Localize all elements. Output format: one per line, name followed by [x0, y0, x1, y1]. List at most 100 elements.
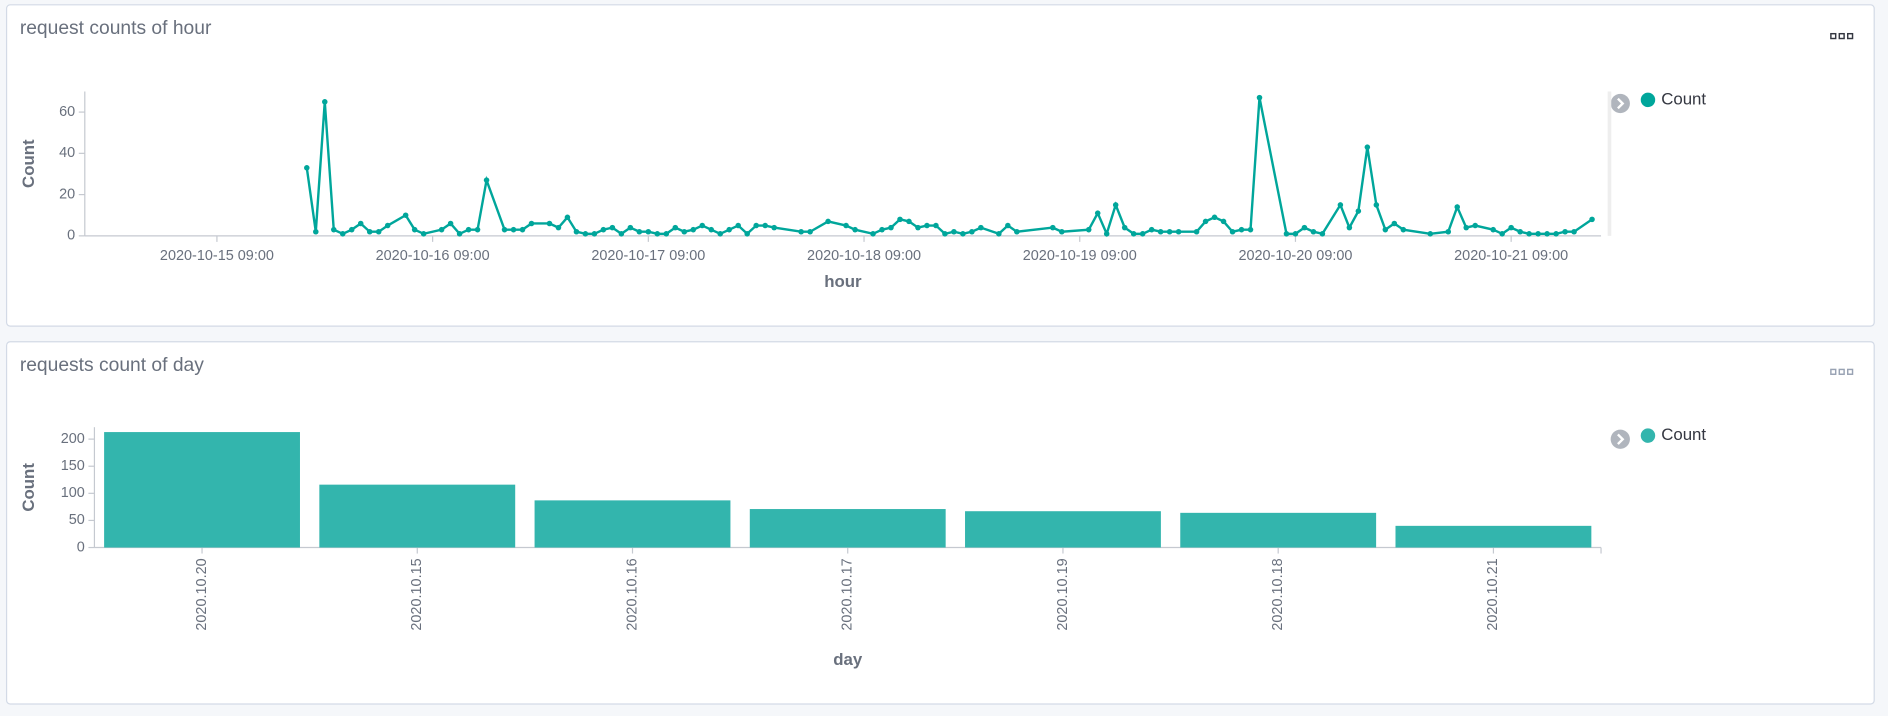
panel — [5, 4, 1875, 327]
bar — [1180, 512, 1377, 548]
data-point — [951, 228, 957, 235]
data-point — [474, 226, 481, 233]
data-point — [1355, 208, 1362, 214]
data-point — [519, 226, 526, 233]
y-tick-label: 0 — [77, 539, 85, 555]
data-point — [681, 228, 688, 235]
data-point — [618, 231, 625, 237]
x-tick-label: 2020-10-20 09:00 — [1238, 248, 1352, 264]
data-point — [339, 231, 346, 237]
x-tick-label: 2020-10-19 09:00 — [1023, 248, 1137, 264]
data-point — [672, 224, 679, 231]
data-point — [483, 177, 490, 183]
data-point — [933, 222, 939, 229]
data-point — [960, 231, 966, 237]
data-point — [798, 228, 804, 235]
data-point — [636, 228, 643, 235]
data-point — [879, 226, 885, 233]
data-point — [888, 224, 894, 231]
data-point — [322, 99, 328, 105]
data-point — [942, 231, 948, 237]
data-point — [555, 224, 562, 231]
data-point — [708, 226, 715, 233]
panel-menu[interactable] — [1830, 32, 1854, 40]
x-tick-label: 2020-10-18 09:00 — [807, 248, 921, 264]
data-point — [1121, 224, 1128, 231]
bar — [749, 509, 946, 548]
data-point — [1535, 231, 1541, 237]
y-tick-label: 150 — [61, 458, 85, 474]
data-point — [1562, 228, 1568, 235]
data-point — [1373, 202, 1380, 208]
data-point — [924, 222, 930, 229]
data-point — [1310, 228, 1317, 235]
data-point — [304, 165, 310, 171]
data-point — [735, 222, 741, 229]
panel-menu[interactable] — [1830, 368, 1854, 375]
data-point — [897, 216, 903, 223]
data-point — [1508, 224, 1514, 231]
data-point — [1463, 224, 1469, 231]
data-point — [1427, 231, 1434, 237]
legend-toggle[interactable] — [1610, 93, 1630, 114]
data-point — [1346, 224, 1353, 231]
data-point — [1490, 226, 1496, 233]
data-point — [1553, 231, 1559, 237]
data-point — [1112, 202, 1119, 208]
data-point — [1050, 224, 1056, 231]
data-point — [1517, 228, 1523, 235]
x-tick-label: 2020.10.20 — [194, 558, 210, 630]
data-point — [771, 224, 777, 231]
data-point — [1157, 228, 1164, 235]
bar — [1395, 525, 1592, 548]
data-point — [1544, 231, 1550, 237]
data-point — [726, 226, 732, 233]
data-point — [582, 231, 589, 237]
data-point — [1319, 231, 1326, 237]
data-point — [1139, 231, 1146, 237]
data-point — [357, 220, 364, 227]
y-tick-label: 40 — [59, 145, 75, 161]
data-point — [915, 224, 921, 231]
data-point — [456, 231, 463, 237]
data-point — [807, 228, 813, 235]
data-point — [663, 231, 670, 237]
data-point — [852, 226, 858, 233]
bar — [319, 484, 516, 548]
data-point — [969, 228, 975, 235]
data-point — [1301, 224, 1308, 231]
data-point — [1283, 231, 1290, 237]
legend-swatch — [1640, 428, 1656, 443]
x-tick-label: 2020.10.16 — [624, 558, 640, 630]
x-tick-label: 2020-10-15 09:00 — [160, 248, 274, 264]
y-tick-label: 200 — [61, 431, 85, 447]
data-point — [1391, 220, 1398, 227]
data-point — [1247, 226, 1254, 233]
x-tick-label: 2020.10.18 — [1270, 558, 1286, 630]
data-point — [1059, 228, 1065, 235]
data-point — [627, 224, 634, 231]
data-point — [411, 226, 418, 233]
data-point — [438, 226, 445, 233]
y-axis-label: Count — [19, 139, 38, 188]
legend-label: Count — [1661, 425, 1706, 444]
y-axis-label: Count — [19, 463, 38, 512]
x-tick-label: 2020-10-17 09:00 — [591, 248, 705, 264]
y-tick-label: 20 — [59, 186, 75, 202]
data-point — [1445, 228, 1452, 235]
data-point — [1085, 226, 1092, 233]
data-point — [1454, 204, 1460, 210]
data-point — [330, 226, 337, 233]
data-point — [564, 214, 571, 221]
x-tick-label: 2020.10.21 — [1485, 558, 1501, 630]
data-point — [744, 231, 750, 237]
data-point — [1400, 226, 1407, 233]
data-point — [843, 222, 849, 229]
legend-toggle[interactable] — [1610, 429, 1630, 449]
panel-title: requests count of day — [20, 355, 204, 376]
data-point — [1292, 231, 1299, 237]
data-point — [1238, 226, 1245, 233]
data-point — [1220, 218, 1227, 225]
x-axis-label: day — [833, 650, 863, 669]
x-tick-label: 2020.10.19 — [1055, 558, 1071, 630]
